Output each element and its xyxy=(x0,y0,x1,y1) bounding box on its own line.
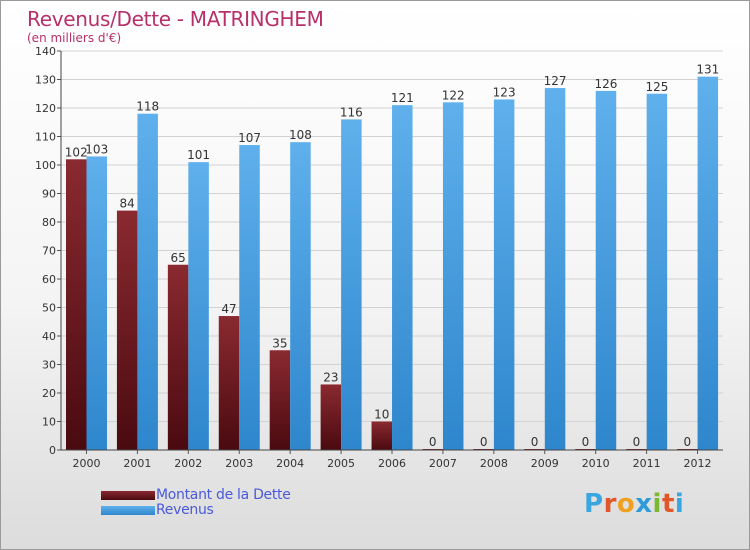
data-label-dette: 0 xyxy=(429,435,437,449)
bar-revenus xyxy=(137,113,158,450)
x-tick-label: 2011 xyxy=(633,457,661,470)
y-tick-label: 130 xyxy=(35,74,56,87)
data-label-dette: 0 xyxy=(531,435,539,449)
data-label-revenus: 126 xyxy=(595,77,618,91)
data-label-revenus: 125 xyxy=(645,80,668,94)
data-label-revenus: 121 xyxy=(391,91,414,105)
x-tick-label: 2007 xyxy=(429,457,457,470)
bar-dette xyxy=(116,210,138,450)
x-tick-label: 2009 xyxy=(531,457,559,470)
bar-revenus xyxy=(493,99,515,450)
logo-letter: i xyxy=(652,489,662,519)
y-tick-label: 0 xyxy=(49,444,56,457)
bar-revenus xyxy=(646,93,668,450)
legend-label-revenus: Revenus xyxy=(156,502,214,518)
bar-revenus xyxy=(442,102,464,451)
data-label-dette: 0 xyxy=(633,435,641,449)
legend-swatch-dette xyxy=(101,491,155,500)
x-tick-label: 2006 xyxy=(378,457,406,470)
bar-revenus xyxy=(544,88,566,451)
data-label-dette: 65 xyxy=(170,251,185,265)
y-tick-label: 40 xyxy=(42,330,56,343)
x-tick-label: 2008 xyxy=(480,457,508,470)
y-tick-label: 110 xyxy=(35,131,56,144)
data-label-revenus: 107 xyxy=(238,131,261,145)
x-tick-label: 2012 xyxy=(684,457,712,470)
data-label-revenus: 108 xyxy=(289,128,312,142)
bar-revenus xyxy=(290,142,311,450)
bar-dette xyxy=(218,316,240,450)
x-tick-label: 2005 xyxy=(327,457,355,470)
x-tick-label: 2010 xyxy=(582,457,610,470)
bar-dette xyxy=(371,421,393,450)
legend-swatch-revenus xyxy=(101,506,155,515)
bar-dette xyxy=(167,264,189,450)
logo-letter: o xyxy=(616,489,636,519)
logo-letter: t xyxy=(661,489,675,519)
data-label-dette: 0 xyxy=(480,435,488,449)
x-tick-label: 2002 xyxy=(174,457,202,470)
logo-letter: r xyxy=(603,489,617,519)
bar-dette xyxy=(66,159,87,451)
data-label-revenus: 123 xyxy=(493,85,516,99)
legend-label-dette: Montant de la Dette xyxy=(156,487,291,503)
data-label-revenus: 103 xyxy=(85,142,108,156)
y-tick-label: 30 xyxy=(42,359,56,372)
y-tick-label: 10 xyxy=(42,416,56,429)
bar-revenus xyxy=(239,145,260,451)
y-tick-label: 140 xyxy=(35,45,56,58)
logo-letter: i xyxy=(674,489,685,519)
data-label-dette: 47 xyxy=(221,302,236,316)
y-tick-label: 20 xyxy=(42,387,56,400)
bar-revenus xyxy=(341,119,362,451)
data-label-revenus: 101 xyxy=(187,148,210,162)
y-tick-label: 60 xyxy=(42,273,56,286)
data-label-revenus: 116 xyxy=(340,105,363,119)
x-tick-label: 2003 xyxy=(225,457,253,470)
chart-subtitle: (en milliers d'€) xyxy=(27,31,122,45)
data-label-dette: 84 xyxy=(120,197,135,211)
data-label-revenus: 131 xyxy=(696,63,719,77)
data-label-dette: 23 xyxy=(323,370,338,384)
proxiti-logo: Proxiti xyxy=(584,489,684,519)
bar-revenus xyxy=(392,105,413,451)
y-tick-label: 100 xyxy=(35,159,56,172)
y-tick-label: 80 xyxy=(42,216,56,229)
data-label-dette: 0 xyxy=(582,435,590,449)
data-label-revenus: 122 xyxy=(442,88,465,102)
y-tick-label: 50 xyxy=(42,302,56,315)
bar-revenus xyxy=(86,156,107,450)
logo-letter: x xyxy=(635,489,653,519)
y-tick-label: 70 xyxy=(42,245,56,258)
data-label-revenus: 127 xyxy=(544,74,567,88)
x-tick-label: 2004 xyxy=(276,457,304,470)
chart-title: Revenus/Dette - MATRINGHEM xyxy=(27,7,324,31)
x-tick-label: 2000 xyxy=(72,457,100,470)
x-tick-label: 2001 xyxy=(123,457,151,470)
bar-revenus xyxy=(697,76,719,451)
data-label-dette: 35 xyxy=(272,336,287,350)
data-label-dette: 102 xyxy=(65,145,88,159)
bar-dette xyxy=(320,384,342,450)
bar-revenus xyxy=(595,90,617,451)
data-label-dette: 10 xyxy=(374,408,389,422)
logo-letter: P xyxy=(584,489,604,519)
data-label-revenus: 118 xyxy=(136,100,159,114)
y-tick-label: 90 xyxy=(42,188,56,201)
y-tick-label: 120 xyxy=(35,102,56,115)
bar-revenus xyxy=(188,162,209,450)
data-label-dette: 0 xyxy=(684,435,692,449)
bar-dette xyxy=(269,350,291,450)
